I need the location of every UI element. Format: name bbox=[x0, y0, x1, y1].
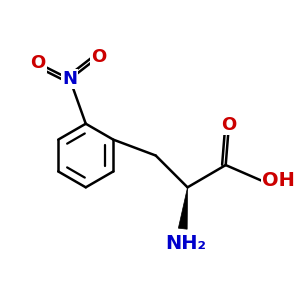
Text: O: O bbox=[91, 48, 106, 66]
Text: OH: OH bbox=[262, 172, 295, 190]
Text: NH₂: NH₂ bbox=[165, 234, 206, 253]
Polygon shape bbox=[178, 187, 188, 229]
Text: O: O bbox=[30, 54, 46, 72]
Text: O: O bbox=[221, 116, 236, 134]
Text: N: N bbox=[62, 70, 77, 88]
